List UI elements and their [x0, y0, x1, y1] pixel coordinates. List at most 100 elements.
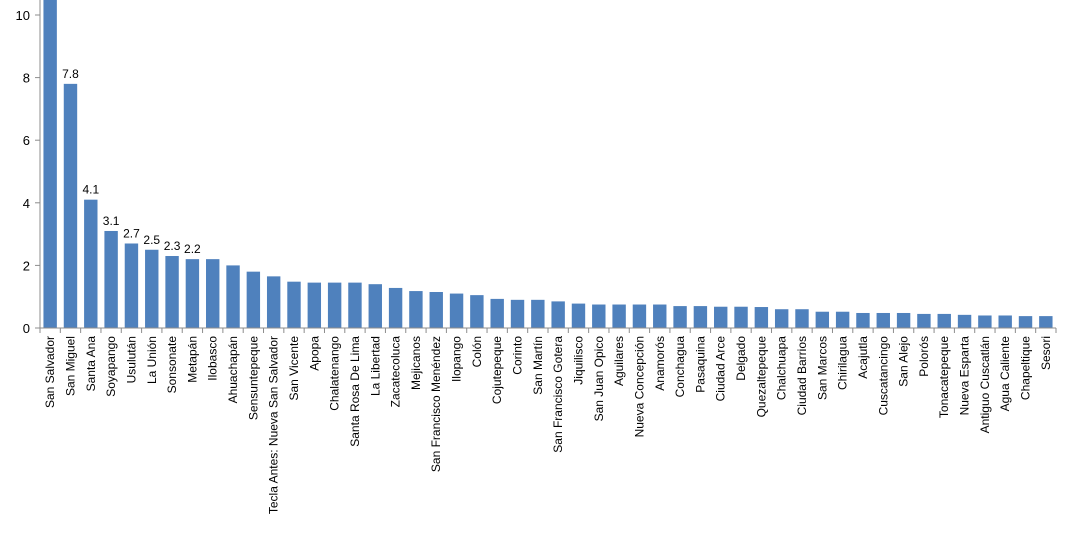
x-tick-label: San Miguel [63, 336, 77, 396]
data-label: 7.8 [62, 67, 79, 81]
x-tick-label: Santa Rosa De Lima [348, 336, 362, 447]
x-tick-label: Cuscatancingo [876, 336, 890, 416]
bar [815, 311, 830, 328]
x-tick-label: Mejicanos [409, 336, 423, 390]
x-tick-label: San Vicente [287, 336, 301, 401]
x-tick-label: La Libertad [368, 336, 382, 396]
x-tick-label: Corinto [511, 336, 525, 375]
bar [226, 265, 240, 328]
bar [43, 0, 57, 328]
bar [327, 282, 342, 328]
bar [835, 311, 850, 328]
bar [612, 304, 626, 328]
x-tick-label: Jiquilisco [571, 336, 585, 385]
bar [917, 313, 931, 328]
x-tick-label: Ilopango [450, 336, 464, 382]
data-label: 2.7 [123, 226, 140, 240]
x-tick-label: Metapán [185, 336, 199, 383]
bar [165, 256, 179, 328]
bar [795, 309, 809, 328]
bar [876, 312, 890, 328]
data-label: 2.3 [164, 239, 181, 253]
bar [287, 281, 301, 328]
y-tick-label: 6 [23, 133, 30, 148]
x-tick-label: Santa Ana [84, 336, 98, 392]
x-tick-label: San Martín [531, 336, 545, 395]
bars [43, 0, 1053, 328]
x-tick-label: San Alejo [897, 336, 911, 387]
bar [856, 312, 870, 328]
x-tick-label: Tecla Antes: Nueva San Salvador [267, 336, 281, 514]
x-tick-label: Soyapango [104, 336, 118, 397]
bar [206, 259, 220, 328]
data-label: 3.1 [103, 214, 120, 228]
x-tick-label: Ilobasco [206, 336, 220, 381]
y-tick-label: 4 [23, 196, 30, 211]
bar [348, 282, 362, 328]
x-tick-label: Nueva Concepción [632, 336, 646, 437]
x-tick-label: Delgado [734, 336, 748, 381]
bar [774, 309, 789, 328]
bar [145, 249, 159, 328]
x-tick-label: San Salvador [43, 336, 57, 408]
bar [368, 284, 382, 328]
bar [998, 315, 1012, 328]
bar [104, 230, 118, 328]
bar [653, 304, 667, 328]
bar [551, 301, 565, 328]
x-tick-label: Chalchuapa [775, 336, 789, 400]
x-tick-label: Conchagua [673, 336, 687, 398]
data-label: 4.1 [82, 183, 99, 197]
bar [632, 304, 647, 328]
y-tick-label: 8 [23, 71, 30, 86]
data-label: 2.5 [143, 233, 160, 247]
x-tick-label: Colón [470, 336, 484, 367]
bar [429, 292, 443, 328]
x-tick-label: San Juan Opico [592, 336, 606, 422]
x-tick-label: Pasaquina [693, 336, 707, 393]
y-tick-label: 2 [23, 258, 30, 273]
y-axis: 0 2 4 6 8 10 [16, 0, 41, 336]
bar [592, 304, 606, 328]
x-tick-label: Agua Caliente [998, 336, 1012, 412]
x-tick-label: Chapeltique [1019, 336, 1033, 400]
x-tick-label: San Francisco Gotera [551, 336, 565, 453]
bar [937, 313, 951, 328]
x-tick-label: Cojutepeque [490, 336, 504, 404]
bar [693, 306, 708, 328]
bar [266, 276, 281, 328]
x-tick-label: La Unión [145, 336, 159, 384]
bar [409, 291, 423, 328]
bar [896, 312, 911, 328]
x-tick-label: Ciudad Arce [714, 336, 728, 402]
x-tick-label: San Marcos [815, 336, 829, 400]
bar [388, 287, 403, 328]
x-tick-label: Ciudad Barrios [795, 336, 809, 415]
bar [734, 306, 748, 328]
x-tick-label: Sesori [1039, 336, 1053, 370]
x-tick-label: Sonsonate [165, 336, 179, 394]
x-tick-label: Antiguo Cuscatlán [978, 336, 992, 433]
y-tick-label: 0 [23, 321, 30, 336]
bar [571, 303, 586, 328]
y-tick-label: 10 [16, 8, 30, 23]
x-tick-label: Zacatecoluca [389, 336, 403, 408]
bar [63, 83, 78, 328]
x-tick-label: Chalatenango [328, 336, 342, 411]
bar [185, 259, 200, 328]
bar [84, 199, 98, 328]
bar [714, 306, 728, 328]
x-tick-label: Acajutla [856, 336, 870, 379]
bar [246, 271, 261, 328]
data-label: 2.2 [184, 242, 201, 256]
bar [1039, 316, 1053, 328]
x-tick-label: Anamorós [653, 336, 667, 391]
bar [124, 243, 139, 328]
bar [449, 293, 464, 328]
bar [510, 299, 525, 328]
x-axis: San Salvador San Miguel Santa Ana Soyapango… [39, 327, 1057, 514]
data-labels: 7.8 4.1 3.12.7 2.5 2.3 2.2 [62, 67, 201, 256]
bar [1018, 316, 1033, 328]
bar [531, 299, 545, 328]
